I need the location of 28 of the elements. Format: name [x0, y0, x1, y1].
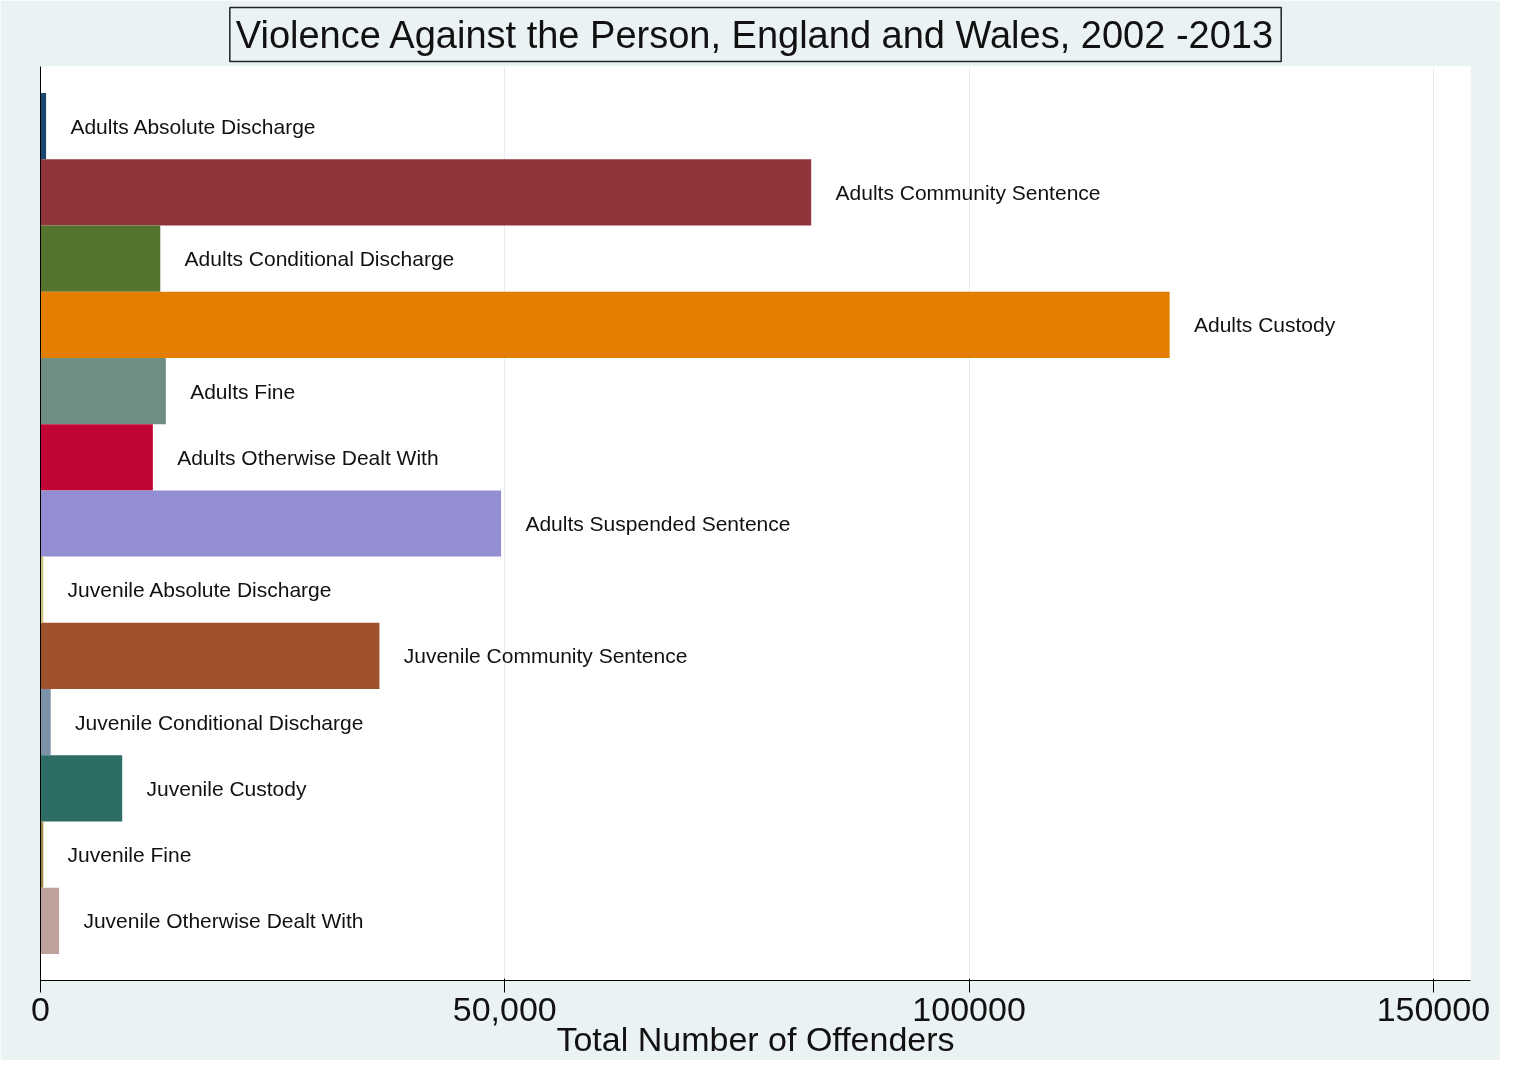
- y-tick-label: Adults Fine: [190, 379, 296, 403]
- y-tick-label: Juvenile Fine: [67, 843, 192, 867]
- bar: [40, 424, 153, 491]
- x-tick-label: 50,000: [452, 989, 557, 1028]
- y-tick-label: Adults Suspended Sentence: [525, 512, 791, 535]
- y-tick-label: Juvenile Custody: [146, 776, 307, 800]
- bar: [40, 755, 123, 822]
- bar: [40, 225, 161, 292]
- bar: [40, 159, 812, 226]
- y-tick-label: Juvenile Otherwise Dealt With: [83, 909, 364, 933]
- y-tick-label: Adults Community Sentence: [835, 180, 1101, 204]
- y-tick-label: Juvenile Community Sentence: [403, 644, 688, 668]
- y-tick-label: Adults Absolute Discharge: [70, 114, 316, 138]
- x-tick-label: 100000: [912, 989, 1026, 1028]
- y-tick-label: Juvenile Conditional Discharge: [75, 710, 364, 734]
- x-tick-label: 150000: [1376, 989, 1491, 1028]
- y-tick-label: Juvenile Absolute Discharge: [67, 578, 332, 602]
- y-tick-label: Adults Otherwise Dealt With: [177, 445, 439, 469]
- bar: [40, 291, 1170, 358]
- bar: [40, 357, 166, 425]
- bar: [40, 622, 380, 690]
- y-tick-label: Adults Conditional Discharge: [184, 247, 455, 271]
- y-tick-label: Adults Custody: [1193, 313, 1336, 337]
- x-tick-label: 0: [31, 989, 50, 1028]
- chart-title: Violence Against the Person, England and Wales, 2002 -2013: [235, 13, 1274, 56]
- bar: [40, 887, 60, 955]
- bar: [40, 490, 502, 557]
- bar: [40, 689, 51, 756]
